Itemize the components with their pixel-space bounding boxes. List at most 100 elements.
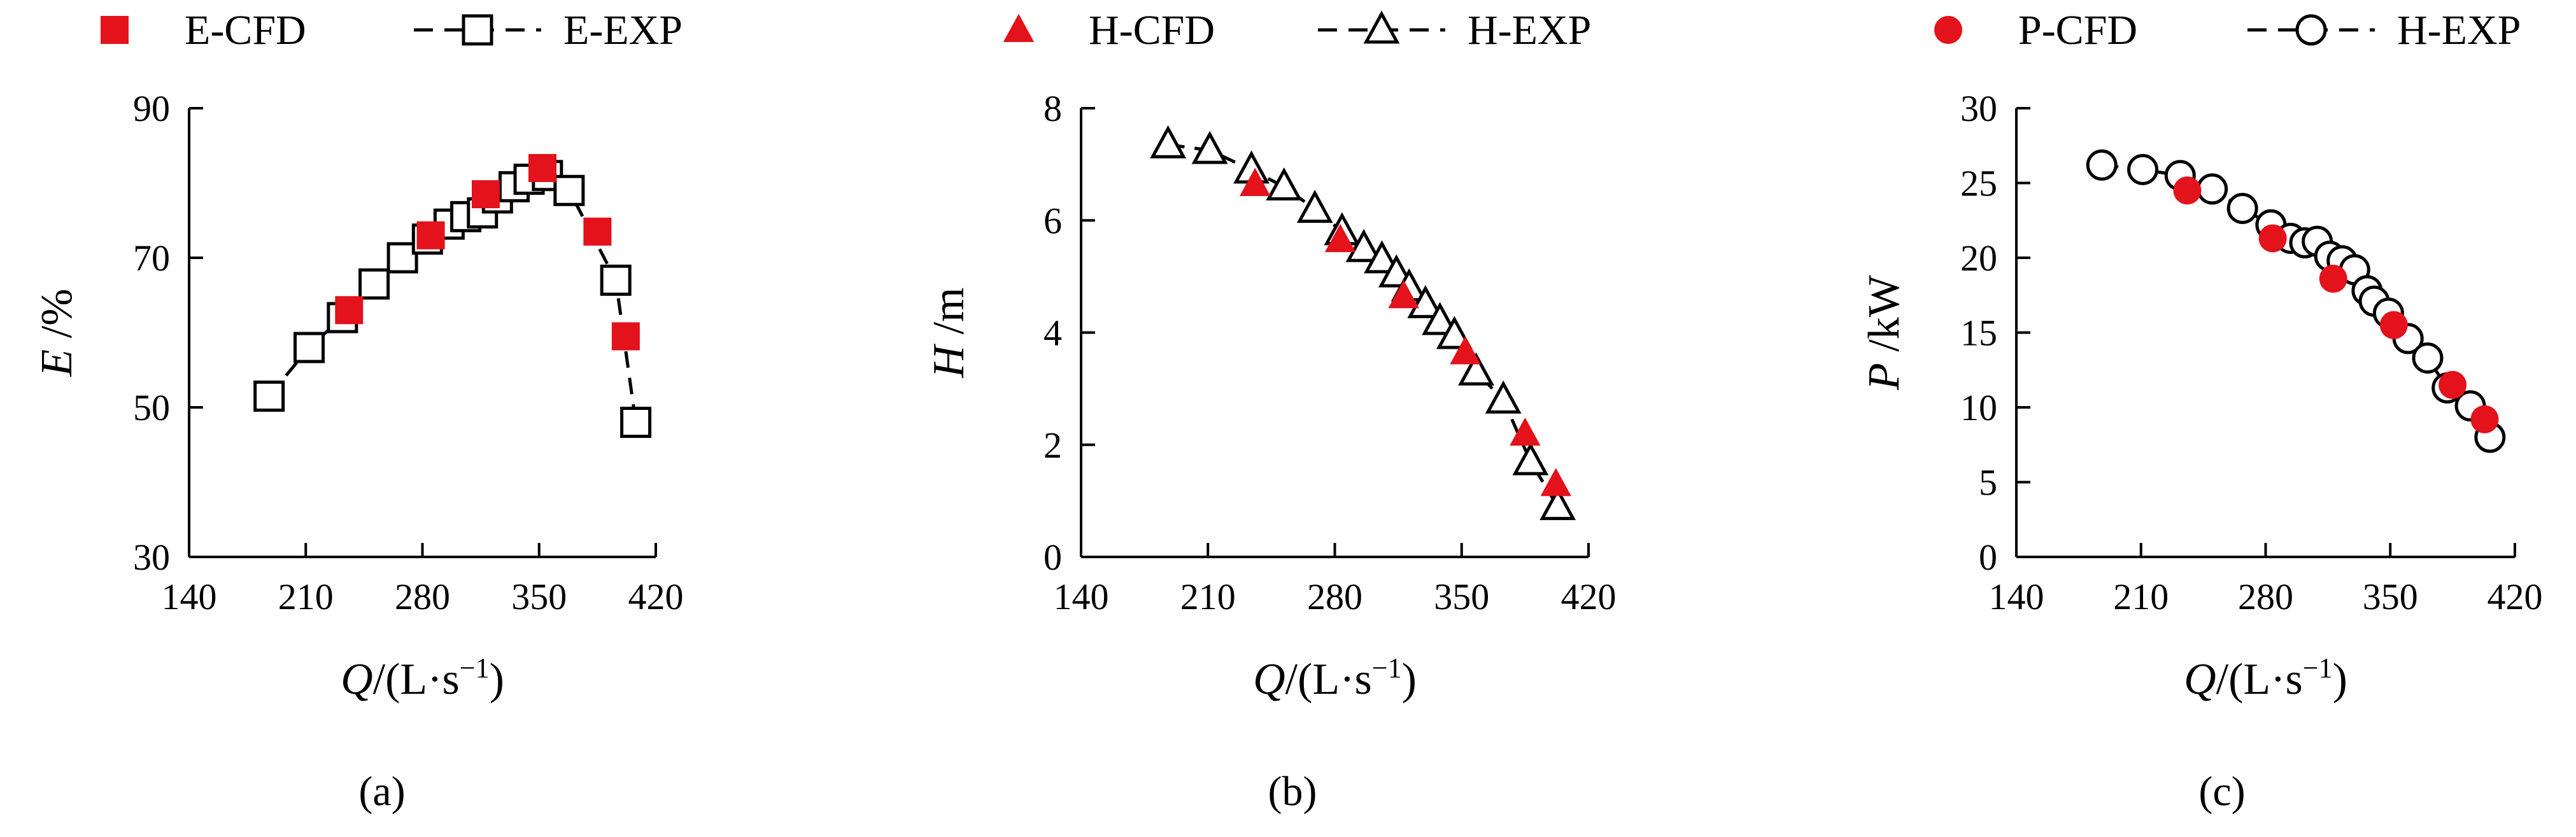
- y-tick-label: 0: [1044, 537, 1062, 578]
- data-point-e-exp: [620, 407, 652, 438]
- x-tick-label: 140: [1989, 576, 2044, 617]
- y-axis-title: P /kW: [1860, 275, 1909, 391]
- y-tick-label: 0: [1979, 537, 1997, 578]
- x-tick-label: 350: [1434, 576, 1489, 617]
- data-point-h-exp: [2226, 192, 2258, 224]
- data-point-h-exp: [1436, 316, 1473, 349]
- legend-marker-h-exp: [1363, 10, 1400, 44]
- legend-label: H-CFD: [1089, 7, 1215, 53]
- y-tick-label: 8: [1044, 88, 1062, 129]
- data-point-e-cfd: [416, 221, 445, 250]
- data-point-e-exp: [358, 268, 390, 300]
- legend-marker-e-cfd: [101, 16, 129, 44]
- data-point-e-exp: [253, 380, 285, 412]
- data-point-h-exp: [1539, 487, 1576, 521]
- legend-label: E-EXP: [563, 7, 683, 53]
- y-tick-label: 4: [1044, 313, 1062, 354]
- x-tick-label: 140: [1054, 576, 1109, 617]
- data-point-h-cfd: [1388, 279, 1419, 309]
- x-tick-label: 420: [2488, 576, 2543, 617]
- data-point-h-exp: [1512, 442, 1549, 475]
- y-tick-label: 25: [1960, 163, 1997, 204]
- y-tick-label: 30: [133, 537, 170, 578]
- y-tick-label: 50: [133, 387, 170, 428]
- legend-label: H-EXP: [1468, 7, 1591, 53]
- x-axis-title: Q/(L·s−1): [2184, 652, 2347, 704]
- y-tick-label: 30: [1960, 88, 1997, 129]
- data-point-e-exp: [553, 174, 585, 206]
- series-line-h-exp: [1168, 143, 1559, 507]
- data-point-e-cfd: [583, 217, 612, 246]
- y-tick-label: 20: [1960, 237, 1997, 279]
- data-point-p-cfd: [2173, 176, 2202, 205]
- legend-marker-h-exp: [2295, 14, 2327, 46]
- panel-label: (c): [2198, 768, 2245, 815]
- data-point-h-exp: [1364, 240, 1400, 274]
- data-point-h-exp: [1191, 130, 1228, 164]
- x-tick-label: 210: [278, 576, 334, 617]
- panel-label: (a): [358, 768, 405, 815]
- y-axis-title: H /m: [924, 288, 973, 379]
- data-point-h-cfd: [1540, 468, 1571, 496]
- legend-label: H-EXP: [2397, 7, 2521, 53]
- data-point-h-exp: [2127, 153, 2159, 185]
- legend-marker-h-cfd: [1003, 13, 1035, 42]
- x-tick-label: 280: [1307, 576, 1362, 617]
- x-tick-label: 280: [2238, 576, 2293, 617]
- legend-label: E-CFD: [185, 7, 306, 53]
- series-line-h-exp: [2101, 163, 2491, 439]
- data-point-h-cfd: [1240, 167, 1271, 196]
- y-tick-label: 10: [1960, 387, 1997, 428]
- legend-marker-e-exp: [462, 14, 493, 46]
- data-point-h-exp: [2412, 342, 2444, 374]
- data-point-p-cfd: [2258, 224, 2287, 253]
- panel-c: 0 5 10 15 20 25 30 140 210 280 350 420 Q/(L·s−1) P /k…: [1860, 7, 2543, 815]
- panel-label: (b): [1268, 768, 1317, 815]
- data-point-h-exp: [1345, 229, 1382, 262]
- data-point-h-exp: [2197, 173, 2228, 205]
- x-tick-label: 210: [2113, 576, 2169, 617]
- y-tick-label: 90: [133, 88, 170, 129]
- data-point-e-cfd: [528, 154, 556, 182]
- data-point-e-cfd: [471, 180, 500, 209]
- panel-b: 0 2 4 6 8 140 210 280 350 420 Q/(L·s−1) H /m H-CFD H-…: [924, 7, 1617, 815]
- x-axis-title: Q/(L·s−1): [1253, 652, 1417, 704]
- data-point-h-cfd: [1450, 336, 1481, 365]
- x-tick-label: 420: [1561, 576, 1617, 617]
- x-tick-label: 350: [511, 576, 567, 617]
- data-point-e-exp: [600, 264, 632, 296]
- y-tick-label: 2: [1044, 425, 1062, 466]
- data-point-h-cfd: [1324, 223, 1356, 253]
- y-tick-label: 70: [133, 237, 170, 279]
- legend-label: P-CFD: [2018, 7, 2137, 53]
- data-point-p-cfd: [2470, 405, 2499, 433]
- x-tick-label: 420: [628, 576, 684, 617]
- data-point-h-exp: [1266, 167, 1303, 200]
- y-tick-label: 5: [1979, 462, 1997, 503]
- data-point-e-cfd: [611, 322, 640, 351]
- data-point-h-exp: [1422, 302, 1459, 335]
- x-tick-label: 210: [1180, 576, 1236, 617]
- data-point-h-exp: [1485, 380, 1522, 414]
- y-axis-title: E /%: [32, 288, 81, 377]
- data-point-h-exp: [1407, 285, 1444, 318]
- legend-marker-p-cfd: [1934, 16, 1962, 44]
- data-point-h-exp: [1458, 352, 1494, 386]
- data-point-e-exp: [293, 332, 325, 363]
- x-tick-label: 140: [162, 576, 217, 617]
- data-point-h-exp: [1150, 125, 1187, 158]
- data-point-h-cfd: [1510, 417, 1541, 446]
- panel-a: 30 50 70 90 140 210 280 350 420 Q/(L·s−1) E /% E-CF…: [32, 7, 684, 815]
- y-tick-label: 6: [1044, 200, 1062, 241]
- x-axis-title: Q/(L·s−1): [341, 652, 504, 704]
- data-point-e-cfd: [335, 296, 364, 325]
- x-tick-label: 280: [395, 576, 450, 617]
- data-point-h-exp: [1296, 190, 1333, 223]
- data-point-h-exp: [2086, 149, 2118, 181]
- data-point-p-cfd: [2438, 370, 2467, 399]
- x-tick-label: 350: [2363, 576, 2418, 617]
- data-point-e-exp: [386, 242, 418, 274]
- data-point-p-cfd: [2379, 311, 2408, 339]
